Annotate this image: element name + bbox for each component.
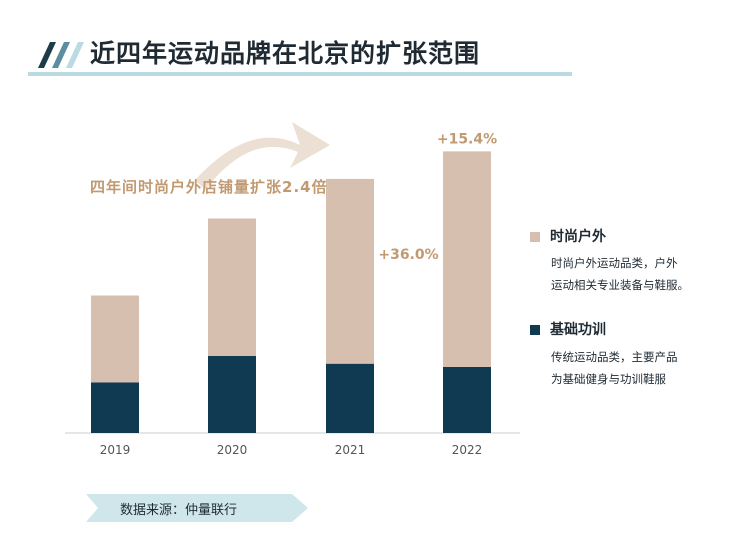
source-text: 数据来源：仲量联行 [120, 503, 238, 518]
legend-label-fashion: 时尚户外 [550, 229, 606, 245]
source-banner [86, 494, 308, 522]
legend-desc-line: 为基础健身与功训鞋服 [551, 372, 666, 386]
title-stripes-decoration [38, 42, 84, 68]
page-title: 近四年运动品牌在北京的扩张范围 [90, 39, 481, 68]
x-tick-label: 2019 [100, 443, 131, 457]
legend-label-basic: 基础功训 [550, 322, 606, 338]
bar-fashion-2020 [208, 218, 256, 356]
growth-label-2021: +36.0% [378, 247, 438, 263]
x-tick-label: 2022 [452, 443, 483, 457]
legend-desc-line: 运动相关专业装备与鞋服。 [551, 278, 689, 292]
growth-label-2022: +15.4% [437, 131, 497, 147]
title-underline [28, 72, 572, 76]
legend-desc-line: 传统运动品类，主要产品 [551, 350, 678, 364]
bar-basic-2020 [208, 356, 256, 433]
legend-swatch-fashion [530, 232, 540, 242]
x-tick-label: 2020 [217, 443, 248, 457]
bar-fashion-2022 [443, 151, 491, 367]
legend-desc-basic: 传统运动品类，主要产品 为基础健身与功训鞋服 [551, 346, 731, 390]
bar-fashion-2021 [326, 178, 374, 364]
annotation-text: 四年间时尚户外店铺量扩张2.4倍 [90, 178, 328, 196]
bar-basic-2019 [91, 382, 139, 433]
growth-arrow-icon [195, 122, 330, 190]
bar-basic-2021 [326, 363, 374, 433]
legend-swatch-basic [530, 325, 540, 335]
bar-basic-2022 [443, 367, 491, 433]
bar-fashion-2019 [91, 295, 139, 383]
x-tick-label: 2021 [335, 443, 366, 457]
legend-desc-fashion: 时尚户外运动品类，户外 运动相关专业装备与鞋服。 [551, 252, 731, 296]
legend-desc-line: 时尚户外运动品类，户外 [551, 256, 678, 270]
